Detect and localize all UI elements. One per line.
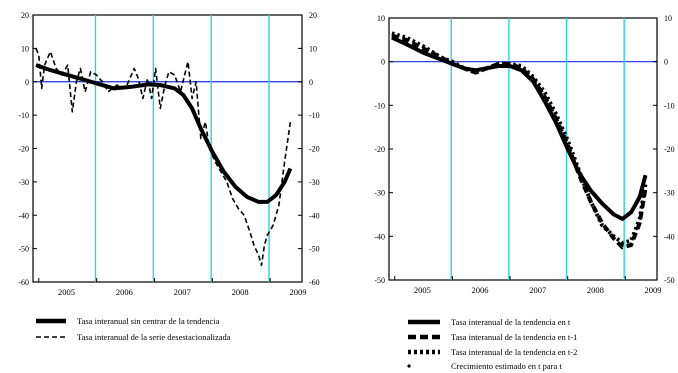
legend-left-label-0: Tasa interanual sin centrar de la tenden… [77, 316, 220, 326]
right-ytick-label-left-4: -30 [374, 189, 385, 198]
right-xtick-label-2: 2007 [529, 285, 546, 295]
right-ytick-label-right-6: -50 [664, 276, 675, 285]
left-ytick-label-left-2: 0 [25, 78, 29, 87]
left-xtick-label-4: 2009 [289, 287, 306, 297]
right-series [391, 31, 648, 250]
right-series-line-2 [391, 31, 648, 245]
left-ytick-label-left-3: -10 [18, 111, 29, 120]
legend-left-label-1: Tasa interanual de la serie desestaciona… [77, 332, 231, 342]
right-ytick-label-right-0: 10 [664, 14, 672, 23]
right-xtick-label-4: 2009 [644, 285, 661, 295]
left-plot-frame [32, 14, 303, 283]
left-ytick-label-right-3: -10 [309, 111, 320, 120]
left-ytick-label-left-1: 10 [21, 44, 29, 53]
right-ytick-label-right-2: -10 [664, 101, 675, 110]
right-vertical-markers [450, 18, 625, 280]
right-ytick-label-right-5: -40 [664, 232, 675, 241]
left-xtick-label-3: 2008 [232, 287, 249, 297]
left-series-line-1 [35, 48, 292, 267]
right-xtick-label-3: 2008 [587, 285, 604, 295]
right-ytick-label-left-3: -20 [374, 145, 385, 154]
left-ytick-label-left-4: -20 [18, 145, 29, 154]
left-ytick-label-left-6: -40 [18, 211, 29, 220]
right-ytick-label-left-0: 10 [377, 14, 385, 23]
left-ytick-label-right-1: 10 [309, 44, 317, 53]
left-vertical-markers [94, 15, 270, 282]
left-ytick-label-right-4: -20 [309, 145, 320, 154]
left-ytick-label-right-6: -40 [309, 211, 320, 220]
right-ytick-label-right-3: -20 [664, 145, 675, 154]
left-ytick-label-right-5: -30 [309, 178, 320, 187]
left-y-axis-right-ticks: 20 10 0 -10 -20 -30 -40 -50 -60 [298, 11, 320, 287]
right-ytick-label-left-5: -40 [374, 232, 385, 241]
right-xtick-label-0: 2005 [414, 285, 431, 295]
left-y-axis-left-ticks: 20 10 0 -10 -20 -30 -40 -50 -60 [18, 11, 37, 287]
left-legend: Tasa interanual sin centrar de la tenden… [36, 316, 231, 342]
right-ytick-label-left-6: -50 [374, 276, 385, 285]
left-ytick-label-left-7: -50 [18, 245, 29, 254]
left-ytick-label-right-2: 0 [309, 78, 313, 87]
right-xtick-label-1: 2006 [472, 285, 489, 295]
left-ytick-label-right-7: -50 [309, 245, 320, 254]
left-series [35, 48, 293, 267]
right-series-line-1 [391, 33, 648, 250]
legend-point-swatch [407, 364, 411, 368]
left-chart: 20 10 0 -10 -20 -30 -40 -50 -60 20 10 0 -10 -20 -30 -4… [18, 11, 319, 297]
right-chart: 10 0 -10 -20 -30 -40 -50 10 0 -10 -20 -30 -40 -50 20… [374, 14, 674, 295]
legend-right-label-0: Tasa interanual de la tendencia en t [451, 317, 571, 327]
left-xtick-label-0: 2005 [58, 287, 75, 297]
left-xtick-label-2: 2007 [174, 287, 191, 297]
right-ytick-label-right-4: -30 [664, 189, 675, 198]
right-legend: Tasa interanual de la tendencia en t Tas… [407, 317, 577, 371]
right-x-axis-ticks: 2005 2006 2007 2008 2009 [394, 276, 661, 295]
right-ytick-label-left-2: -10 [374, 101, 385, 110]
right-y-axis-right-ticks: 10 0 -10 -20 -30 -40 -50 [653, 14, 675, 285]
left-ytick-label-left-0: 20 [21, 11, 29, 20]
right-y-axis-left-ticks: 10 0 -10 -20 -30 -40 -50 [374, 14, 393, 285]
right-ytick-label-right-1: 0 [664, 58, 668, 67]
left-x-axis-ticks: 2005 2006 2007 2008 2009 [38, 278, 306, 297]
right-ytick-label-left-1: 0 [381, 58, 385, 67]
left-series-line-0 [35, 63, 293, 204]
left-ytick-label-right-0: 20 [309, 11, 317, 20]
legend-right-label-3: Crecimiento estimado en t para t [451, 361, 562, 371]
legend-right-label-2: Tasa interanual de la tendencia en t-2 [451, 347, 577, 357]
left-xtick-label-1: 2006 [116, 287, 133, 297]
left-ytick-label-left-5: -30 [18, 178, 29, 187]
left-ytick-label-left-8: -60 [18, 278, 29, 287]
legend-right-label-1: Tasa interanual de la tendencia en t-1 [451, 332, 577, 342]
left-ytick-label-right-8: -60 [309, 278, 320, 287]
